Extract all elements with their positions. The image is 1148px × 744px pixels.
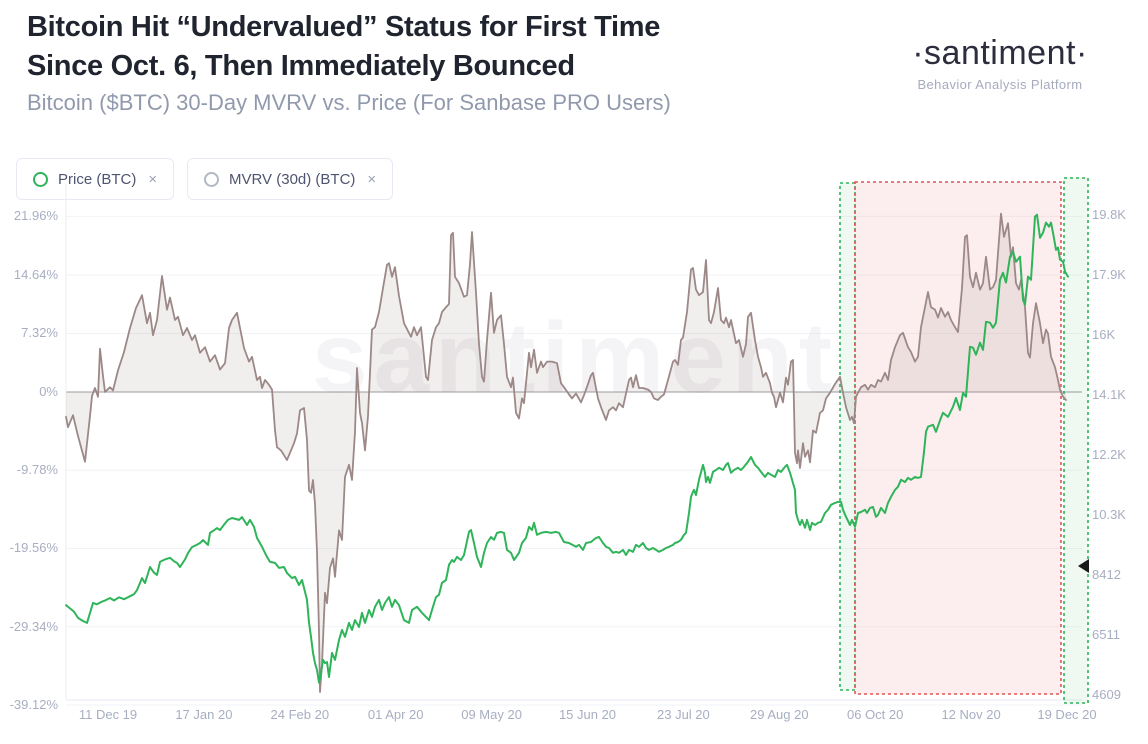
y-axis-right-label: 19.8K xyxy=(1092,207,1126,222)
legend-chip-price[interactable]: Price (BTC) × xyxy=(16,158,175,200)
y-axis-right-label: 17.9K xyxy=(1092,267,1126,283)
y-axis-right-label: 12.2K xyxy=(1092,447,1126,463)
bounce-window-band-band xyxy=(854,181,1062,695)
legend-chip-mvrv[interactable]: MVRV (30d) (BTC) × xyxy=(187,158,394,200)
y-axis-left-label: -29.34% xyxy=(9,618,58,634)
x-axis-label: 29 Aug 20 xyxy=(750,707,809,722)
undervalued-moment-band-band xyxy=(839,182,856,691)
legend-chip-price-label: Price (BTC) xyxy=(58,170,137,188)
mvrv-line xyxy=(65,212,1067,693)
y-axis-right-label: 4609 xyxy=(1092,687,1121,702)
price-line xyxy=(65,213,1069,684)
x-axis-label: 24 Feb 20 xyxy=(270,707,330,722)
x-axis-label: 01 Apr 20 xyxy=(367,707,424,722)
page-subtitle: Bitcoin ($BTC) 30-Day MVRV vs. Price (Fo… xyxy=(27,90,671,115)
page-title-line1: Bitcoin Hit “Undervalued” Status for Fir… xyxy=(27,11,661,43)
y-axis-right-label: 6511 xyxy=(1092,626,1120,642)
x-axis-label: 06 Oct 20 xyxy=(847,707,904,722)
x-axis-label: 17 Jan 20 xyxy=(175,707,233,722)
cursor-arrow xyxy=(1078,559,1089,573)
page-title-line2: Since Oct. 6, Then Immediately Bounced xyxy=(27,50,575,82)
santiment-logo-text: ·santiment· xyxy=(912,34,1088,72)
x-axis-label: 15 Jun 20 xyxy=(558,707,617,722)
page-title: Bitcoin Hit “Undervalued” Status for Fir… xyxy=(27,8,660,86)
y-axis-left-label: 21.96% xyxy=(13,208,58,224)
y-axis-left-label: -39.12% xyxy=(9,696,58,712)
y-axis-left-label: -19.56% xyxy=(9,540,58,556)
x-axis-label: 09 May 20 xyxy=(461,707,522,722)
watermark-text: santiment xyxy=(312,302,838,414)
y-axis-left-label: -9.78% xyxy=(16,462,58,478)
x-axis-label: 23 Jul 20 xyxy=(657,707,710,722)
y-axis-left-label: 14.64% xyxy=(13,266,58,282)
legend-chip-mvrv-label: MVRV (30d) (BTC) xyxy=(229,170,356,188)
x-axis-label: 11 Dec 19 xyxy=(78,707,138,722)
santiment-logo-tagline: Behavior Analysis Platform xyxy=(917,77,1083,92)
close-icon[interactable]: × xyxy=(367,170,377,188)
y-axis-right-label: 8412 xyxy=(1092,566,1121,582)
mvrv-area-fill xyxy=(66,213,1066,692)
y-axis-left-label: 0% xyxy=(39,384,58,399)
y-axis-right-label: 10.3K xyxy=(1092,507,1126,523)
close-icon[interactable]: × xyxy=(148,170,158,188)
price-series-icon xyxy=(33,171,48,187)
x-axis-label: 12 Nov 20 xyxy=(941,707,1001,722)
y-axis-right-label: 16K xyxy=(1092,327,1116,343)
y-axis-left-label: 7.32% xyxy=(21,325,58,341)
santiment-logo: ·santiment· Behavior Analysis Platform xyxy=(880,34,1120,92)
y-axis-right-label: 14.1K xyxy=(1092,387,1126,403)
x-axis-label: 19 Dec 20 xyxy=(1037,707,1097,722)
mvrv-series-icon xyxy=(204,171,219,187)
right-edge-band-band xyxy=(1063,177,1089,704)
